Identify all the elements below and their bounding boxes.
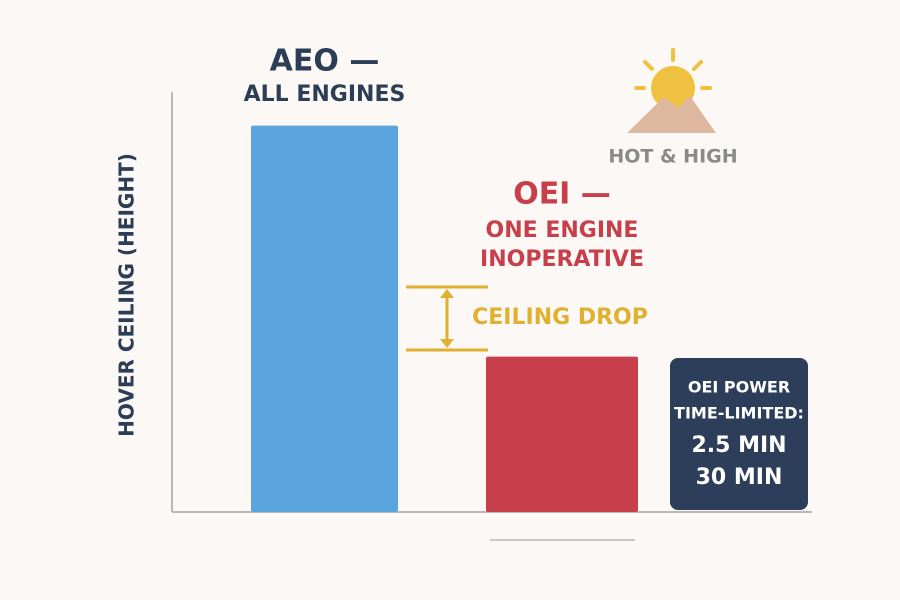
- box-line: TIME-LIMITED:: [674, 404, 804, 423]
- category-label: ONE ENGINE: [486, 218, 639, 243]
- drop-label: CEILING DROP: [472, 305, 648, 330]
- category-label: INOPERATIVE: [480, 247, 644, 272]
- bar: [486, 356, 638, 512]
- condition-label: HOT & HIGH: [608, 146, 737, 168]
- hot-high-icon: [627, 48, 716, 133]
- box-line: OEI POWER: [688, 378, 790, 397]
- category-label: OEI —: [513, 177, 611, 212]
- box-line: 2.5 MIN: [691, 433, 786, 458]
- y-axis-label: HOVER CEILING (HEIGHT): [115, 153, 139, 437]
- bar: [251, 125, 398, 512]
- info-box: [670, 358, 808, 510]
- category-label: AEO —: [270, 44, 380, 79]
- box-line: 30 MIN: [696, 465, 783, 490]
- drop-bracket: [406, 285, 488, 352]
- category-label: ALL ENGINES: [244, 82, 406, 107]
